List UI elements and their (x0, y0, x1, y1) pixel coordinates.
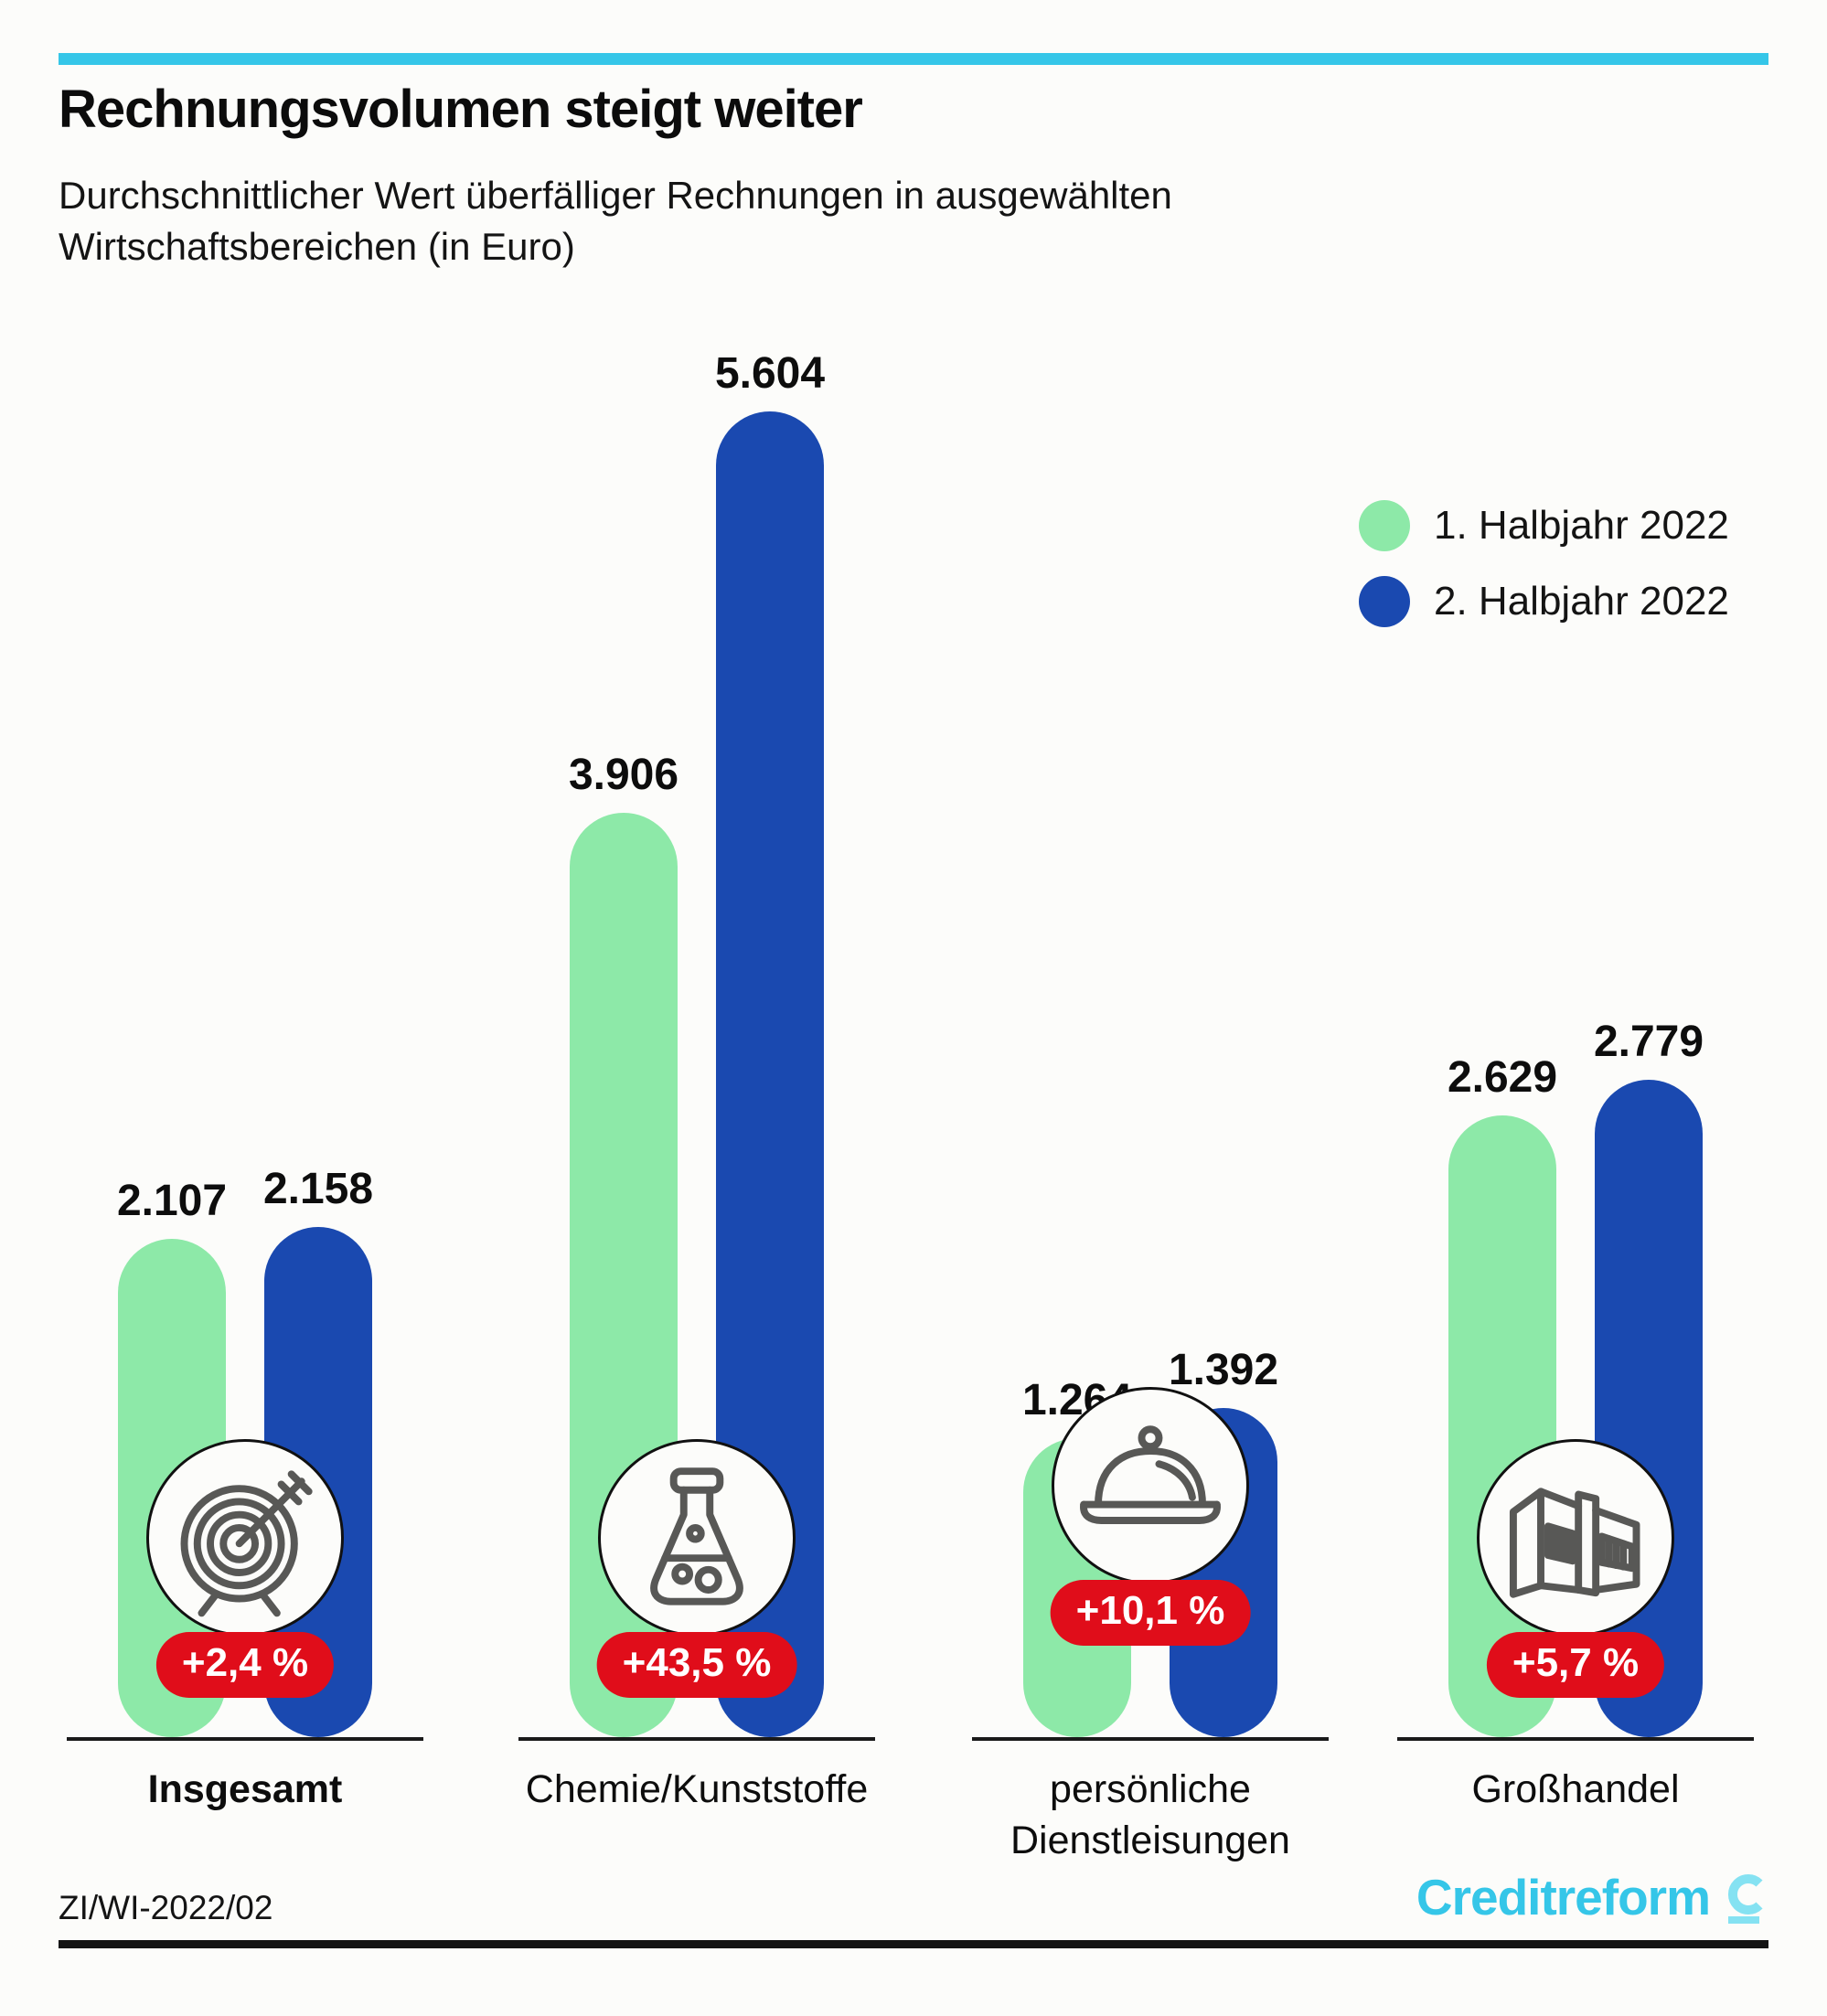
footer-divider-line (59, 1940, 1768, 1948)
value-label-chemie-kunststoffe-halbjahr2: 5.604 (714, 349, 826, 398)
subtitle-line-1: Durchschnittlicher Wert überfälliger Rec… (59, 174, 1172, 217)
target-icon (146, 1439, 344, 1637)
legend-item-first-half: 1. Halbjahr 2022 (1359, 500, 1729, 551)
value-label-chemie-kunststoffe-halbjahr1: 3.906 (568, 751, 679, 799)
chart-group-chemie-kunststoffe: 3.906 5.604 +43,5 % Chemie/Kunststoffe (518, 349, 875, 1816)
category-label-line: persönliche (1050, 1767, 1251, 1811)
value-label-großhandel-halbjahr1: 2.629 (1447, 1053, 1558, 1102)
chart-group-insgesamt: 2.107 2.158 +2,4 % Insgesamt (67, 393, 423, 1816)
warehouse-icon (1477, 1439, 1674, 1637)
category-label-persönliche-dienstleisungen: persönliche Dienstleisungen (972, 1765, 1329, 1867)
flask-icon (598, 1439, 796, 1637)
category-label-line: Großhandel (1471, 1767, 1680, 1811)
change-badge-großhandel: +5,7 % (1486, 1632, 1665, 1698)
change-badge-persönliche-dienstleisungen: +10,1 % (1050, 1580, 1251, 1646)
category-label-chemie-kunststoffe: Chemie/Kunststoffe (518, 1765, 875, 1816)
cloche-icon (1052, 1387, 1249, 1584)
legend-item-second-half: 2. Halbjahr 2022 (1359, 576, 1729, 627)
change-badge-chemie-kunststoffe: +43,5 % (596, 1632, 797, 1698)
chart-group-plot-großhandel: 2.629 2.779 +5,7 % (1397, 393, 1754, 1741)
legend-label-first-half: 1. Halbjahr 2022 (1434, 503, 1729, 548)
category-label-line: Chemie/Kunststoffe (525, 1767, 869, 1811)
chart-group-plot-insgesamt: 2.107 2.158 +2,4 % (67, 393, 423, 1741)
subtitle-line-2: Wirtschaftsbereichen (in Euro) (59, 224, 575, 268)
legend-dot-blue-icon (1359, 576, 1410, 627)
creditreform-c-mark-icon (1727, 1874, 1763, 1924)
change-badge-insgesamt: +2,4 % (155, 1632, 335, 1698)
category-label-line: Insgesamt (147, 1767, 343, 1811)
legend-label-second-half: 2. Halbjahr 2022 (1434, 579, 1729, 624)
reference-code: ZI/WI-2022/02 (59, 1889, 273, 1926)
category-label-großhandel: Großhandel (1397, 1765, 1754, 1816)
top-accent-line (59, 53, 1768, 65)
value-label-insgesamt-halbjahr2: 2.158 (262, 1165, 374, 1213)
page-subtitle: Durchschnittlicher Wert überfälliger Rec… (59, 170, 1172, 272)
value-label-insgesamt-halbjahr1: 2.107 (116, 1177, 228, 1225)
value-label-persönliche-dienstleisungen-halbjahr2: 1.392 (1168, 1346, 1279, 1394)
chart-group-plot-persönliche-dienstleisungen: 1.264 1.392 +10,1 % (972, 393, 1329, 1741)
chart-group-großhandel: 2.629 2.779 +5,7 % Großhandel (1397, 393, 1754, 1816)
legend: 1. Halbjahr 2022 2. Halbjahr 2022 (1359, 500, 1729, 652)
chart-group-persönliche-dienstleisungen: 1.264 1.392 +10,1 % persönliche Dienstleisun… (972, 393, 1329, 1867)
category-label-line: Dienstleisungen (1010, 1818, 1290, 1862)
brand-wordmark: Creditreform (1416, 1869, 1711, 1925)
legend-dot-green-icon (1359, 500, 1410, 551)
page-title: Rechnungsvolumen steigt weiter (59, 80, 863, 139)
brand-logo: Creditreform (1416, 1872, 1768, 1927)
value-label-großhandel-halbjahr2: 2.779 (1593, 1018, 1704, 1066)
category-label-insgesamt: Insgesamt (67, 1765, 423, 1816)
chart-group-plot-chemie-kunststoffe: 3.906 5.604 +43,5 % (518, 349, 875, 1741)
